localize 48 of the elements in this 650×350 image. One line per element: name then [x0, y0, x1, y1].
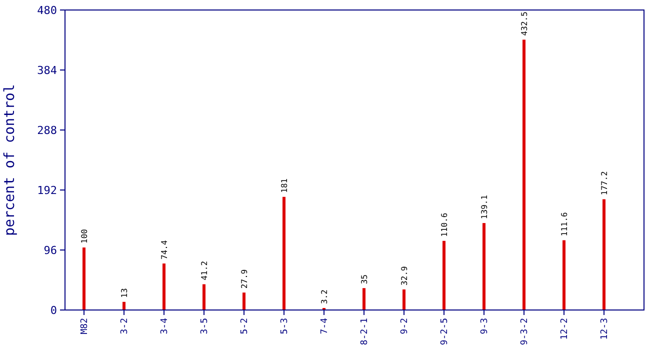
x-tick-label: 9-3-2 — [520, 318, 530, 346]
bar — [82, 248, 86, 310]
x-tick-label: 12-2 — [560, 318, 570, 340]
bar — [482, 223, 486, 310]
data-label: 111.6 — [560, 212, 569, 236]
x-tick-label: 9-3 — [480, 318, 490, 334]
x-tick-label: 8-2-1 — [360, 318, 370, 346]
x-tick-label: 5-3 — [280, 318, 290, 334]
bar — [282, 196, 286, 310]
data-label: 110.6 — [440, 212, 449, 237]
bar — [562, 240, 566, 310]
bar — [402, 289, 406, 310]
x-tick-label: 7-4 — [320, 318, 330, 334]
data-label: 139.1 — [480, 194, 489, 220]
bar — [162, 264, 166, 310]
bar — [602, 199, 606, 310]
data-label: 3.2 — [320, 289, 329, 304]
data-label: 32.9 — [400, 266, 409, 286]
bar — [442, 240, 446, 310]
y-tick-label: 384 — [37, 64, 58, 77]
x-tick-label: 12-3 — [600, 318, 610, 340]
data-label: 432.5 — [520, 11, 529, 36]
y-tick-label: 0 — [50, 304, 57, 317]
x-tick-label: 3-4 — [160, 318, 170, 334]
y-tick-label: 480 — [37, 4, 57, 17]
data-label: 27.9 — [240, 269, 249, 289]
data-label: 13 — [120, 288, 129, 298]
x-tick-label: 9-2 — [400, 318, 410, 334]
bar — [202, 284, 206, 310]
x-tick-label: 3-5 — [200, 318, 210, 334]
x-tick-label: 3-2 — [120, 318, 130, 334]
data-label: 181 — [280, 178, 289, 193]
bar — [362, 288, 366, 310]
x-tick-label: 5-2 — [240, 318, 250, 334]
y-tick-label: 192 — [37, 184, 57, 197]
data-label: 35 — [360, 274, 369, 284]
data-label: 74.4 — [160, 240, 169, 260]
data-label: 41.2 — [200, 260, 209, 280]
x-tick-label: 9-2-5 — [440, 318, 450, 346]
data-label: 100 — [80, 228, 89, 244]
y-tick-label: 288 — [37, 124, 57, 137]
bar — [122, 302, 126, 310]
bar — [242, 292, 246, 310]
y-axis-title: percent of control — [2, 84, 18, 236]
data-label: 177.2 — [600, 170, 609, 196]
bar — [522, 40, 526, 310]
x-tick-label: M82 — [80, 318, 90, 334]
y-tick-label: 96 — [44, 244, 57, 257]
